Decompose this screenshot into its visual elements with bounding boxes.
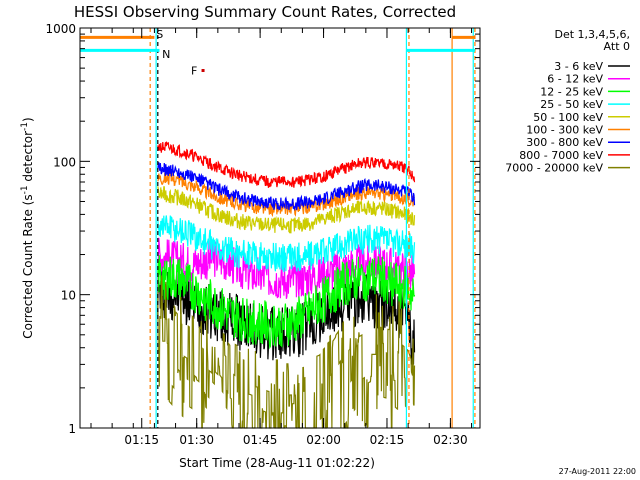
- legend-label-7: 300 - 800 keV: [526, 136, 603, 149]
- legend-label-4: 25 - 50 keV: [540, 98, 603, 111]
- series-line-7: [157, 162, 416, 212]
- timestamp: 27-Aug-2011 22:00: [559, 467, 636, 476]
- y-tick-label-1: 1: [68, 422, 76, 436]
- x-tick-label-5: 02:15: [370, 433, 405, 447]
- x-axis-label: Start Time (28-Aug-11 01:02:22): [179, 456, 375, 470]
- y-axis-label-part-2: detector: [21, 131, 35, 186]
- marker-label-saa-start: S: [156, 28, 163, 41]
- x-tick-label-4: 02:00: [306, 433, 341, 447]
- marker-label-night-start: N: [162, 48, 170, 61]
- y-axis-label-part-3: ): [21, 117, 35, 122]
- legend-header-line-2: Att 0: [604, 40, 630, 53]
- series-line-3: [157, 255, 416, 350]
- series-line-8: [157, 141, 416, 188]
- tick-layer: 01:15 01:30 01:45 02:00 02:15 02:30 1 10 100 1000: [45, 22, 480, 447]
- y-tick-label-4: 1000: [45, 22, 76, 36]
- x-tick-label-3: 01:45: [243, 433, 278, 447]
- legend-label-9: 7000 - 20000 keV: [505, 162, 603, 175]
- legend-header-line-1: Det 1,3,4,5,6,: [554, 28, 630, 41]
- y-axis-label: Corrected Count Rate (s-1 detector-1): [20, 117, 35, 338]
- series-line-4: [157, 215, 416, 273]
- y-axis-label-part-1: Corrected Count Rate (s: [21, 194, 35, 338]
- y-tick-label-3: 100: [53, 155, 76, 169]
- series-line-2: [157, 237, 416, 299]
- series-line-1: [157, 270, 416, 368]
- flare-marker-label: F: [191, 65, 197, 78]
- series-layer: [157, 141, 416, 429]
- legend-label-1: 3 - 6 keV: [554, 60, 603, 73]
- legend-label-2: 6 - 12 keV: [547, 73, 603, 86]
- series-line-5: [157, 186, 416, 234]
- x-tick-label-6: 02:30: [433, 433, 468, 447]
- x-tick-label-2: 01:30: [179, 433, 214, 447]
- flare-marker-dot: [201, 69, 205, 73]
- series-line-9: [157, 275, 416, 429]
- legend-label-6: 100 - 300 keV: [526, 124, 603, 137]
- legend-label-3: 12 - 25 keV: [540, 85, 603, 98]
- overlay-layer: SN F: [80, 28, 476, 428]
- legend-label-8: 800 - 7000 keV: [519, 149, 603, 162]
- y-axis-label-sup-2: -1: [20, 122, 30, 131]
- legend-label-5: 50 - 100 keV: [533, 111, 603, 124]
- y-axis-label-sup-1: -1: [20, 185, 30, 194]
- plot-frame: [79, 27, 481, 429]
- chart-title: HESSI Observing Summary Count Rates, Cor…: [74, 3, 456, 21]
- y-tick-label-2: 10: [61, 289, 76, 303]
- x-tick-label-1: 01:15: [124, 433, 159, 447]
